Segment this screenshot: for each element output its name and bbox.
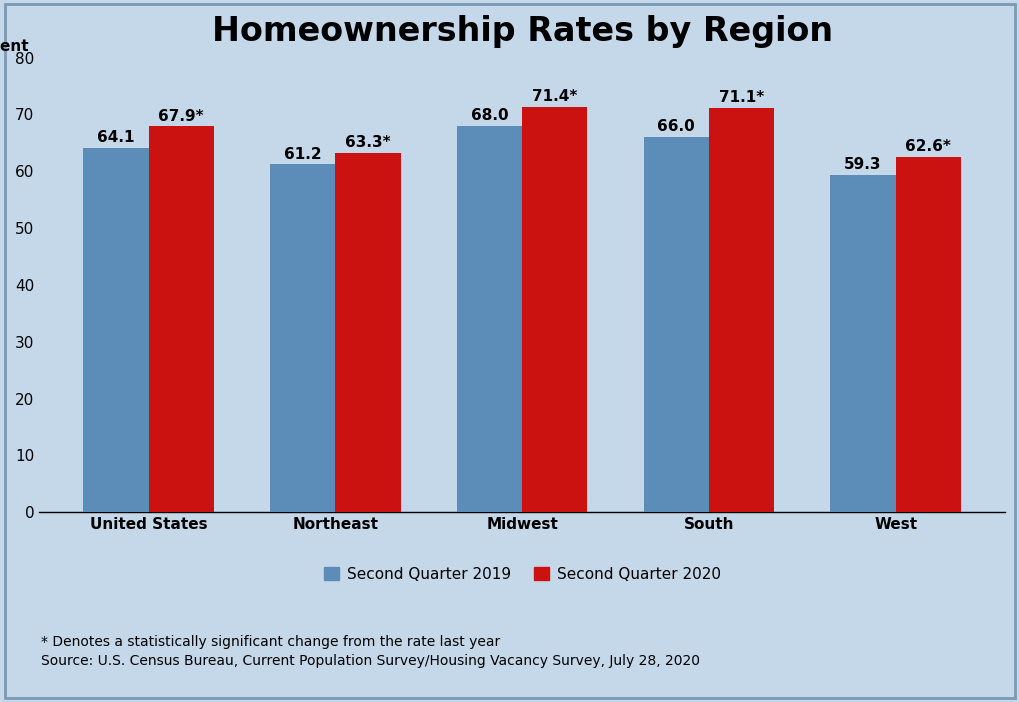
Bar	[522, 107, 587, 512]
Text: 71.1*: 71.1*	[718, 91, 763, 105]
Text: 71.4*: 71.4*	[532, 88, 577, 104]
Text: 64.1: 64.1	[97, 130, 135, 145]
Text: * Denotes a statistically significant change from the rate last year: * Denotes a statistically significant ch…	[41, 635, 499, 649]
Bar	[643, 137, 708, 512]
Bar	[829, 176, 895, 512]
Legend: Second Quarter 2019, Second Quarter 2020: Second Quarter 2019, Second Quarter 2020	[317, 561, 726, 588]
Bar	[457, 126, 522, 512]
Title: Homeownership Rates by Region: Homeownership Rates by Region	[211, 15, 832, 48]
Text: 63.3*: 63.3*	[344, 135, 390, 150]
Text: 59.3: 59.3	[844, 157, 880, 173]
Bar	[895, 157, 960, 512]
Text: Source: U.S. Census Bureau, Current Population Survey/Housing Vacancy Survey, Ju: Source: U.S. Census Bureau, Current Popu…	[41, 654, 699, 668]
Bar	[270, 164, 335, 512]
Bar	[149, 126, 214, 512]
Bar	[335, 152, 400, 512]
Text: 66.0: 66.0	[656, 119, 694, 134]
Text: 61.2: 61.2	[283, 147, 321, 161]
Text: Percent: Percent	[0, 39, 29, 54]
Text: 67.9*: 67.9*	[158, 109, 204, 124]
Text: 68.0: 68.0	[470, 108, 507, 123]
Text: 62.6*: 62.6*	[905, 139, 951, 154]
Bar	[708, 108, 773, 512]
Bar	[84, 148, 149, 512]
